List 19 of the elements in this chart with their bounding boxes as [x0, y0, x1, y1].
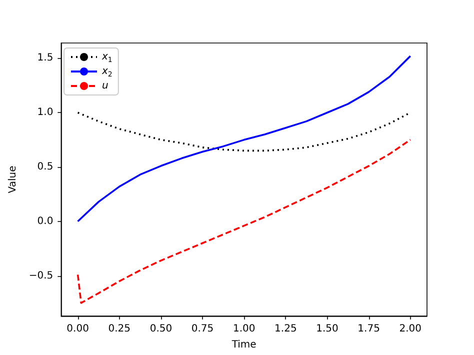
x-tick-label: 1.50 [316, 324, 338, 334]
x-tick-label: 0.00 [66, 324, 89, 334]
y-tick-label: 0.5 [37, 161, 54, 172]
x-tick-label: 0.75 [191, 324, 214, 334]
y-tick-label: −0.5 [28, 270, 54, 282]
y-tick-label: 1.0 [37, 107, 54, 118]
x-tick-label: 0.25 [108, 324, 131, 334]
x-tick-label: 2.00 [399, 324, 422, 334]
x-tick-label: 0.50 [150, 324, 172, 334]
legend-label: u [102, 80, 108, 92]
x-tick-label: 1.25 [274, 324, 297, 334]
x-axis-title: Time [230, 340, 256, 350]
y-axis-title: Value [8, 166, 18, 194]
y-tick-label: 0.0 [37, 216, 54, 227]
x-tick-label: 1.75 [358, 324, 380, 334]
line-series [76, 138, 412, 304]
line-series [76, 55, 412, 222]
x-tick-label: 1.00 [232, 324, 256, 334]
y-tick-label: 1.5 [37, 52, 54, 64]
